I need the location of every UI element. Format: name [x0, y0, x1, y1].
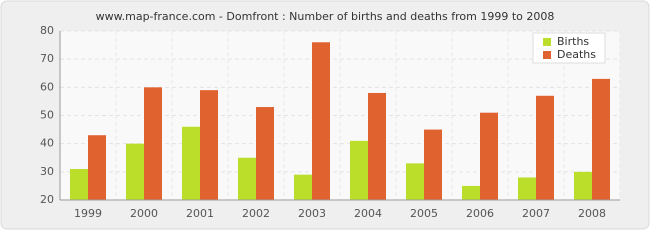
y-tick-label: 30	[40, 165, 54, 178]
x-tick-label: 2003	[298, 207, 326, 220]
bar	[350, 140, 368, 200]
x-tick-label: 2002	[242, 207, 270, 220]
bar	[238, 157, 256, 200]
bar	[126, 143, 144, 200]
y-tick-label: 50	[40, 109, 54, 122]
y-tick-label: 80	[40, 24, 54, 37]
bar	[480, 112, 498, 200]
legend-swatch	[543, 38, 551, 46]
y-tick-label: 40	[40, 137, 54, 150]
chart-title: www.map-france.com - Domfront : Number o…	[96, 10, 555, 23]
x-tick-label: 2007	[522, 207, 550, 220]
y-tick-label: 20	[40, 193, 54, 206]
bar	[368, 92, 386, 200]
bar	[518, 177, 536, 200]
bar	[406, 163, 424, 200]
bar	[70, 169, 88, 200]
x-tick-label: 2004	[354, 207, 382, 220]
bar	[144, 87, 162, 200]
bar	[536, 95, 554, 200]
bar	[424, 129, 442, 200]
legend-swatch	[543, 51, 551, 59]
x-tick-label: 1999	[74, 207, 102, 220]
bar	[312, 42, 330, 201]
bar	[256, 107, 274, 200]
y-tick-label: 60	[40, 80, 54, 93]
x-tick-label: 2000	[130, 207, 158, 220]
x-tick-label: 2006	[466, 207, 494, 220]
bar	[462, 185, 480, 200]
bar	[182, 126, 200, 200]
bar	[294, 174, 312, 200]
x-tick-label: 2008	[578, 207, 606, 220]
x-tick-label: 2005	[410, 207, 438, 220]
bar	[200, 90, 218, 200]
legend-label: Deaths	[557, 48, 596, 61]
x-tick-label: 2001	[186, 207, 214, 220]
bar	[574, 171, 592, 200]
legend-label: Births	[557, 35, 589, 48]
chart: www.map-france.com - Domfront : Number o…	[0, 0, 650, 230]
bar	[88, 135, 106, 200]
bar	[592, 78, 610, 200]
y-tick-label: 70	[40, 52, 54, 65]
